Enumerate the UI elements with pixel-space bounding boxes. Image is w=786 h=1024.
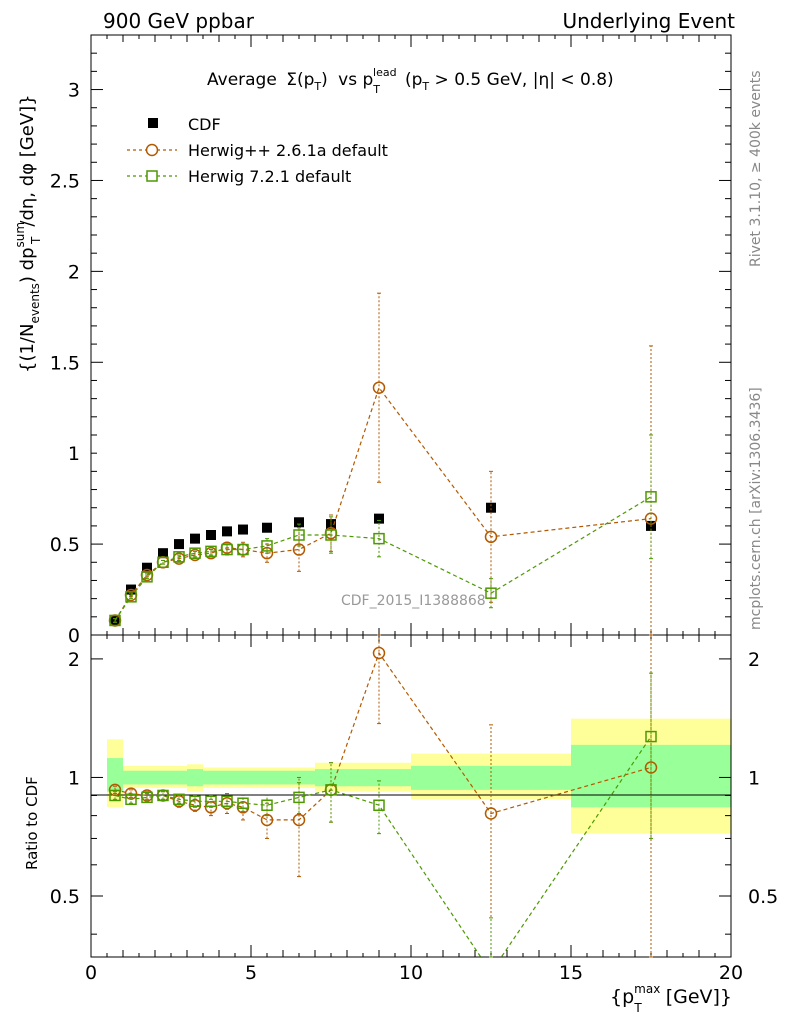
main-data-point: [372, 381, 386, 394]
main-data-point: [206, 530, 216, 540]
header-left: 900 GeV ppbar: [103, 9, 255, 33]
ratio-data-point: [125, 793, 137, 806]
ratio-data-point: [141, 791, 153, 804]
y-tick-label: 2.5: [50, 170, 80, 192]
ratio-data-point: [293, 791, 305, 804]
main-plot-frame: [90, 34, 732, 636]
series-layer: [108, 292, 658, 958]
y-tick-label: 1: [68, 443, 80, 465]
x-tick-label: 15: [559, 962, 583, 984]
legend-marker-herwig7: [146, 170, 158, 182]
x-tick-label: 5: [245, 962, 257, 984]
ratio-data-point: [237, 797, 249, 809]
main-data-point: [222, 526, 232, 537]
main-data-point: [141, 571, 153, 583]
ratio-y-tick-label: 2: [68, 649, 80, 671]
main-data-point: [142, 562, 152, 573]
y-tick-label: 3: [68, 80, 80, 102]
ratio-series-1: [109, 672, 657, 958]
x-tick-label: 0: [85, 962, 97, 984]
analysis-watermark: CDF_2015_I1388868: [341, 593, 486, 609]
x-tick-label: 10: [399, 962, 423, 984]
legend-label-herwig-pp: Herwig++ 2.6.1a default: [188, 141, 388, 160]
ratio-y-tick-label-right: 0.5: [748, 886, 778, 908]
ratio-data-point: [372, 646, 386, 660]
x-axis-label: {pmax T [GeV]}: [610, 982, 732, 1015]
main-y-axis-label: {(1/Nevents) dpsum T/dη, dφ [GeV]}: [13, 94, 43, 373]
ratio-data-point: [373, 799, 385, 811]
ratio-data-point: [645, 730, 657, 743]
y-tick-label: 0: [68, 625, 80, 647]
main-data-point: [374, 513, 384, 524]
ratio-data-point: [221, 795, 233, 808]
main-data-point: [237, 543, 249, 556]
ratio-data-point: [157, 789, 169, 802]
mcplots-label: mcplots.cern.ch [arXiv:1306.3436]: [748, 387, 764, 630]
axis-ticks: 0 5 10 15 20 0 0.5 1 1.5 2 2.5 3 0.5 0.5 1 1 2 2: [50, 34, 778, 984]
ratio-data-point: [205, 795, 217, 808]
main-data-point: [325, 529, 337, 541]
y-tick-label: 0.5: [50, 534, 80, 556]
main-data-point: [485, 587, 497, 599]
legend-label-cdf: CDF: [188, 115, 221, 134]
main-data-point: [125, 591, 137, 603]
legend-marker-herwig-pp: [145, 143, 159, 157]
ratio-y-tick-label-right: 2: [748, 649, 760, 671]
main-data-point: [109, 614, 121, 627]
ratio-uncertainty-bands: [107, 718, 731, 834]
band-inner-4: [315, 769, 411, 787]
legend-label-herwig7: Herwig 7.2.1 default: [188, 167, 351, 186]
y-tick-label: 2: [68, 261, 80, 283]
legend-marker-cdf: [148, 118, 158, 128]
main-data-point: [645, 491, 657, 503]
main-data-point: [174, 539, 184, 550]
main-data-point: [484, 530, 498, 544]
ratio-data-point: [292, 813, 306, 827]
band-inner-2: [187, 769, 203, 787]
main-data-point: [262, 522, 272, 533]
ratio-y-tick-label-right: 1: [748, 767, 760, 789]
main-data-point: [373, 532, 385, 545]
rivet-version-label: Rivet 3.1.10, ≥ 400k events: [748, 70, 764, 267]
band-inner-5: [411, 765, 571, 790]
ratio-y-axis-label: Ratio to CDF: [23, 776, 41, 870]
main-data-point: [157, 556, 169, 569]
main-data-point: [205, 545, 217, 558]
ratio-data-point: [109, 789, 121, 802]
ratio-data-point: [173, 793, 185, 806]
ratio-y-tick-label: 1: [68, 767, 80, 789]
header-right: Underlying Event: [562, 9, 735, 33]
ratio-data-point: [325, 784, 337, 796]
main-data-point: [294, 517, 304, 528]
ratio-data-point: [261, 799, 273, 811]
chart-title: Average Σ(pT) vs pTlead (pT > 0.5 GeV, |…: [207, 61, 614, 96]
band-inner-1: [123, 770, 187, 785]
main-data-point: [238, 524, 248, 535]
main-data-point: [221, 543, 233, 556]
main-series-1: [108, 292, 658, 636]
band-inner-0: [107, 758, 123, 792]
main-data-point: [173, 551, 185, 563]
main-data-point: [189, 547, 201, 559]
main-data-point: [486, 502, 496, 513]
main-data-point: [293, 529, 305, 541]
band-inner-3: [203, 770, 315, 785]
main-series-2: [109, 434, 657, 627]
ratio-y-tick-label: 0.5: [50, 886, 80, 908]
ratio-data-point: [189, 795, 201, 808]
main-data-point: [261, 540, 273, 552]
ratio-data-point: [484, 807, 498, 820]
x-tick-label: 20: [719, 962, 743, 984]
main-data-point: [158, 548, 168, 559]
y-tick-label: 1.5: [50, 352, 80, 374]
main-series-line: [114, 386, 652, 621]
main-data-point: [190, 533, 200, 544]
